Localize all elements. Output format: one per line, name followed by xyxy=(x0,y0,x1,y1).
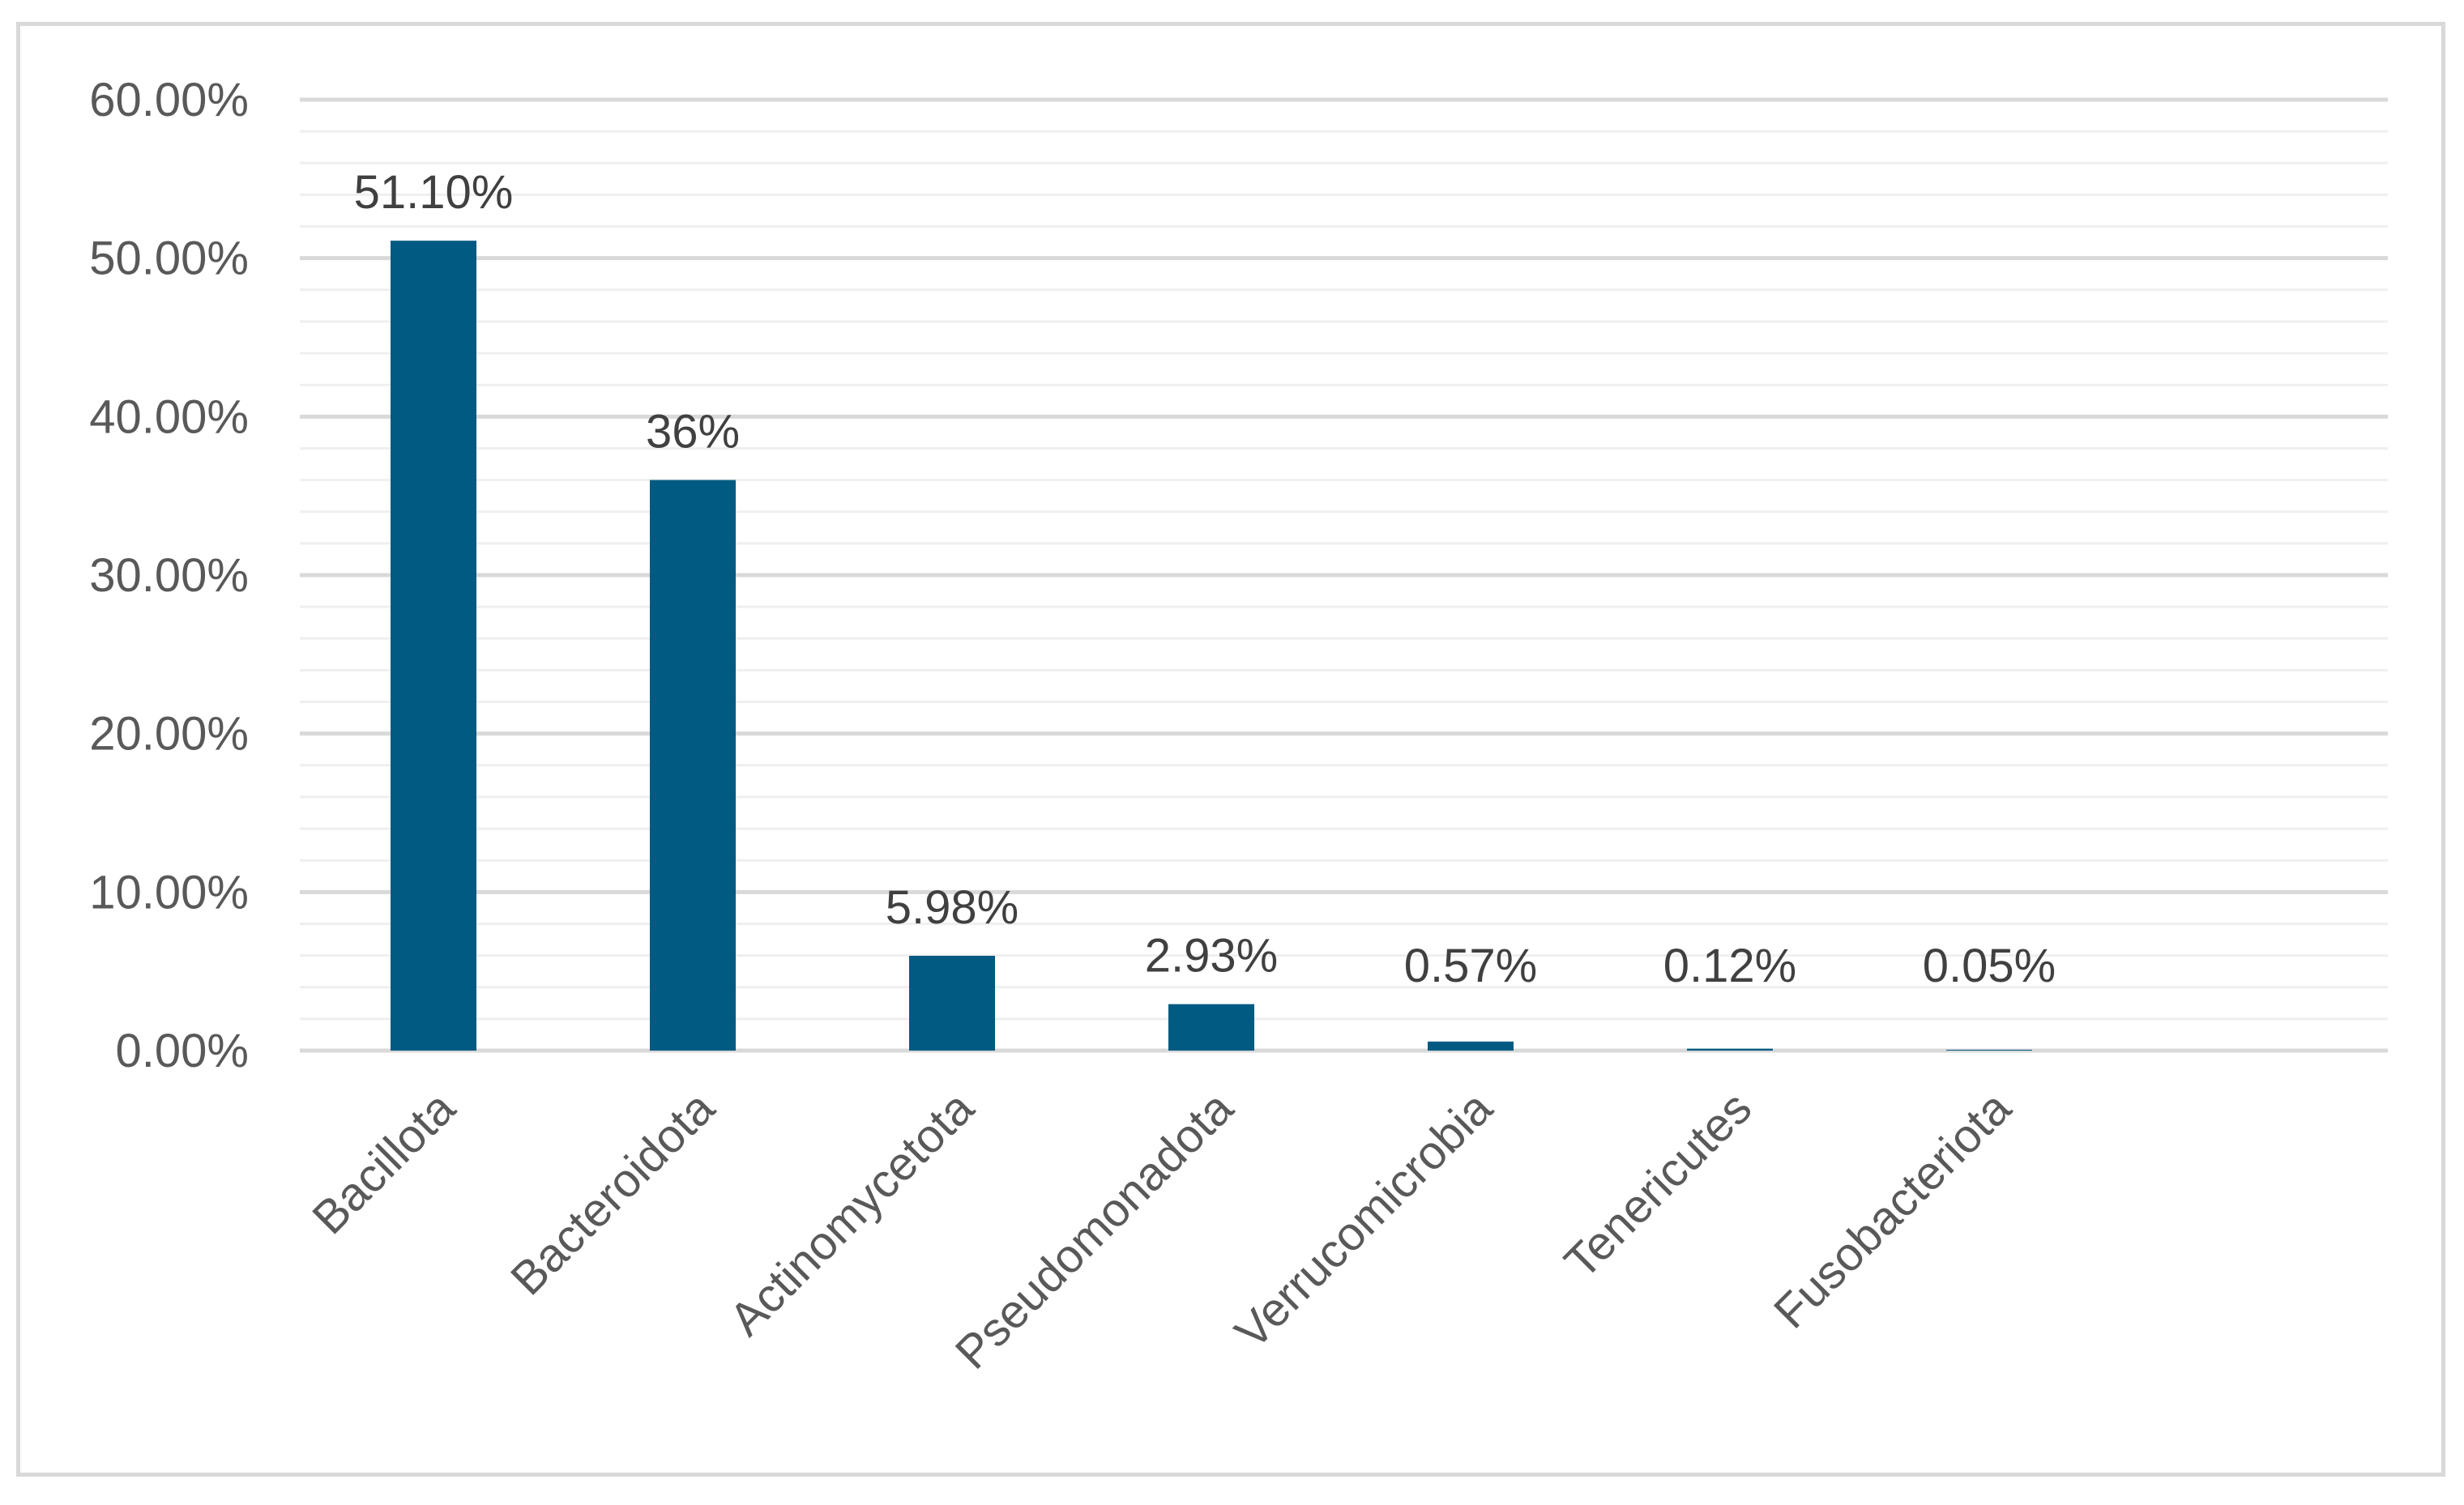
x-axis-category-labels: Bacillota BacteroidotaActinomycetotaPseud… xyxy=(302,1081,2022,1379)
y-tick-label: 60.00% xyxy=(89,74,249,126)
y-tick-label: 30.00% xyxy=(89,549,249,602)
data-label: 36% xyxy=(646,406,740,458)
y-tick-label: 50.00% xyxy=(89,232,249,285)
bar-bacteroidota xyxy=(650,480,736,1051)
data-label: 0.05% xyxy=(1923,940,2056,992)
x-tick-label: Bacillota xyxy=(302,1081,466,1245)
x-tick-label: Fusobacteriota xyxy=(1764,1081,2022,1339)
data-label: 0.12% xyxy=(1663,940,1796,992)
x-tick-label: Bacteroidota xyxy=(501,1081,725,1306)
data-label: 0.57% xyxy=(1404,940,1537,992)
bar-actinomycetota xyxy=(909,955,995,1051)
bar-pseudomonadota xyxy=(1168,1004,1254,1051)
y-tick-label: 0.00% xyxy=(116,1025,249,1077)
chart-frame: 0.00% 10.00% 20.00% 30.00% 40.00% 50.00% 60.00… xyxy=(16,22,2445,1477)
y-tick-label: 40.00% xyxy=(89,390,249,443)
gridlines xyxy=(300,97,2388,1053)
data-label: 51.10% xyxy=(354,166,514,219)
bars xyxy=(391,241,2032,1051)
data-labels: 51.10% 36% 5.98% 2.93% 0.57% 0.12% 0.05% xyxy=(354,166,2056,992)
bar-tenericutes xyxy=(1687,1048,1773,1051)
bar-verrucomicrobia xyxy=(1428,1041,1514,1051)
y-tick-label: 20.00% xyxy=(89,708,249,761)
bar-chart: 0.00% 10.00% 20.00% 30.00% 40.00% 50.00% 60.00… xyxy=(89,74,2388,1379)
x-tick-label: Tenericutes xyxy=(1554,1081,1762,1289)
bar-fusobacteriota xyxy=(1946,1050,2032,1051)
x-tick-label: Verrucomicrobia xyxy=(1225,1081,1503,1359)
data-label: 2.93% xyxy=(1145,930,1278,983)
x-tick-label: Pseudomonadota xyxy=(946,1081,1244,1379)
y-axis-tick-labels: 0.00% 10.00% 20.00% 30.00% 40.00% 50.00% 60.00… xyxy=(89,74,249,1077)
bar-bacillota xyxy=(391,241,476,1051)
data-label: 5.98% xyxy=(886,881,1018,934)
y-tick-label: 10.00% xyxy=(89,866,249,919)
x-tick-label: Actinomycetota xyxy=(720,1081,984,1346)
